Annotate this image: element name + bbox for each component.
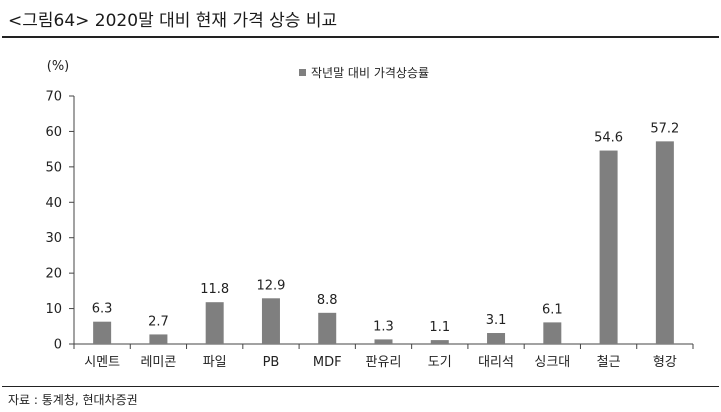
bars: 6.3 2.7 11.8 12.9 8.8 1.3 1.1 3.1 6.1 54.6 57.2: [92, 121, 679, 344]
legend: 작년말 대비 가격상승률: [299, 66, 429, 80]
bar: [149, 334, 168, 344]
y-tick-label: 50: [45, 160, 62, 175]
data-label: 1.1: [429, 320, 450, 335]
legend-swatch: [299, 69, 306, 76]
data-label: 6.1: [542, 302, 563, 317]
bar-chart: 0 10 20 30 40 50 60 70 (%) 시멘트 레미콘 파일 PB MDF 판유리 도기 대리석…: [45, 59, 694, 370]
data-label: 11.8: [200, 282, 229, 297]
x-tick-label: 형강: [653, 355, 677, 370]
bar: [261, 298, 280, 344]
source-note: 자료 : 통계청, 현대차증권: [8, 393, 138, 407]
title-divider: [2, 36, 719, 38]
data-label: 54.6: [594, 131, 623, 146]
data-label: 2.7: [148, 314, 169, 329]
y-tick-label: 40: [45, 196, 62, 211]
x-tick-label: 도기: [428, 355, 452, 370]
x-tick-label: MDF: [313, 355, 342, 370]
bar: [205, 302, 224, 344]
x-tick-label: 파일: [203, 355, 227, 370]
bar: [543, 322, 562, 344]
data-label: 6.3: [92, 302, 113, 317]
x-tick-label: PB: [263, 355, 280, 370]
x-tick-label: 판유리: [366, 355, 402, 370]
y-tick-label: 30: [45, 231, 62, 246]
bar: [93, 321, 112, 344]
data-label: 3.1: [486, 313, 507, 328]
bar: [487, 333, 506, 344]
data-label: 8.8: [317, 293, 338, 308]
x-tick-label: 시멘트: [84, 355, 120, 370]
x-tick-label: 싱크대: [534, 355, 570, 370]
legend-label: 작년말 대비 가격상승률: [311, 66, 429, 80]
source-divider: [2, 386, 719, 387]
x-tick-label: 대리석: [478, 355, 514, 370]
bar: [655, 141, 674, 344]
x-axis: 시멘트 레미콘 파일 PB MDF 판유리 도기 대리석 싱크대 철근 형강: [73, 343, 694, 370]
bar: [374, 339, 393, 344]
y-axis-unit: (%): [47, 59, 70, 74]
x-tick-label: 레미콘: [140, 355, 176, 370]
y-tick-label: 0: [54, 338, 62, 353]
y-axis: 0 10 20 30 40 50 60 70 (%): [45, 59, 75, 353]
figure-title: <그림64> 2020말 대비 현재 가격 상승 비교: [8, 11, 338, 31]
y-tick-label: 70: [45, 90, 62, 105]
y-tick-label: 10: [45, 302, 62, 317]
data-label: 1.3: [373, 319, 394, 334]
data-label: 57.2: [650, 121, 679, 136]
bar: [318, 312, 337, 344]
y-tick-label: 60: [45, 125, 62, 140]
data-label: 12.9: [256, 278, 285, 293]
y-tick-label: 20: [45, 267, 62, 282]
x-tick-label: 철근: [597, 355, 621, 370]
bar: [599, 150, 618, 344]
bar: [430, 340, 449, 344]
